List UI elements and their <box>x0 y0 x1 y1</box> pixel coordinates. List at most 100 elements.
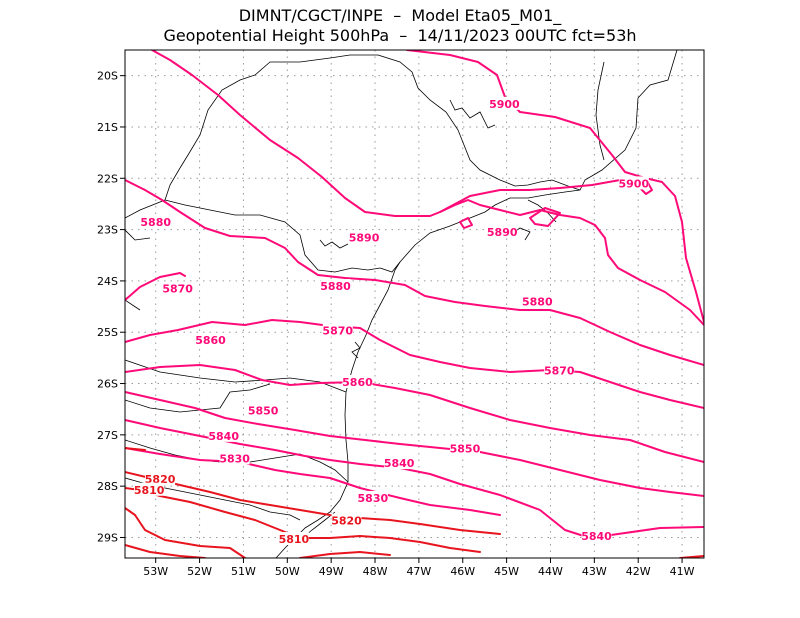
contour-label-bg <box>342 374 373 388</box>
contour-5810-lower <box>125 507 246 558</box>
contour-label-bg <box>248 403 279 417</box>
tick-label-lon: 49W <box>319 565 344 578</box>
state-border-sc-arg <box>125 383 271 413</box>
plot-frame <box>124 49 705 559</box>
contour-label: 5850 <box>450 443 481 456</box>
chart-title-line-1: DIMNT/CGCT/INPE – Model Eta05_M01_ <box>238 6 562 25</box>
contour-label-bg <box>618 176 649 190</box>
contour-label-bg <box>134 482 165 496</box>
contour-label-bg <box>162 281 193 295</box>
state-border-pr-py <box>125 229 151 241</box>
contour-5830-red <box>125 447 146 451</box>
contour-label: 5820 <box>145 473 176 486</box>
gridlines <box>125 50 704 558</box>
contour-label: 5870 <box>162 283 193 296</box>
contour-label: 5900 <box>619 177 650 190</box>
contour-label: 5840 <box>384 457 415 470</box>
contour-label-bg <box>331 513 362 527</box>
tick-label-lon: 47W <box>406 565 431 578</box>
tick-label-lon: 45W <box>494 565 519 578</box>
contour-label-bg <box>145 471 176 485</box>
contour-label-bg <box>384 456 415 470</box>
tick-label-lon: 42W <box>626 565 651 578</box>
state-border-ms-pr <box>125 199 166 219</box>
tick-label-lat: 20S <box>97 70 118 83</box>
contour-5850 <box>125 391 704 497</box>
tick-label-lon: 50W <box>275 565 300 578</box>
contour-label-bg <box>581 528 612 542</box>
contour-label: 5870 <box>544 365 575 378</box>
contour-5820 <box>125 471 501 535</box>
tick-label-lat: 22S <box>97 172 118 185</box>
contour-5800-east <box>299 551 391 558</box>
contour-label-bg <box>357 490 388 504</box>
contour-label-bg <box>208 428 239 442</box>
tick-label-lat: 29S <box>97 531 118 544</box>
contour-5830 <box>125 447 501 516</box>
contour-label: 5880 <box>522 295 553 308</box>
contour-5890-island-1 <box>459 217 473 229</box>
contour-5890-coastal <box>439 199 704 326</box>
contour-label: 5810 <box>134 484 165 497</box>
tick-label-lat: 21S <box>97 121 118 134</box>
state-border-mg-es <box>595 61 605 161</box>
tick-label-lon: 44W <box>538 565 563 578</box>
contour-label-bg <box>140 214 171 228</box>
contour-label: 5870 <box>322 325 353 338</box>
tick-label-lon: 41W <box>670 565 695 578</box>
contour-5870 <box>125 272 186 301</box>
tick-label-lat: 26S <box>97 378 118 391</box>
contour-label: 5840 <box>208 430 239 443</box>
reservoir-2 <box>319 239 349 249</box>
state-border-sc-rs <box>125 439 349 483</box>
contour-5900-north <box>406 50 704 323</box>
contour-label-bg <box>487 225 518 239</box>
contour-label-bg <box>320 279 351 293</box>
state-border-pr-arg <box>125 299 141 311</box>
state-border-sp-ms <box>164 167 181 201</box>
contour-label-bg <box>349 230 380 244</box>
state-border-pr-sp <box>164 199 401 273</box>
tick-label-lon: 52W <box>187 565 212 578</box>
contour-label: 5820 <box>331 515 362 528</box>
contour-label-bg <box>278 532 309 546</box>
state-border-mg-sp <box>179 54 516 187</box>
contour-5880 <box>125 179 704 366</box>
tick-label-lat: 24S <box>97 275 118 288</box>
contour-label: 5860 <box>195 334 226 347</box>
contour-5860 <box>125 364 704 463</box>
tick-label-lon: 46W <box>450 565 475 578</box>
contour-label-bg <box>449 441 480 455</box>
contour-label: 5890 <box>349 231 380 244</box>
contour-label: 5830 <box>219 452 250 465</box>
state-border-pr-sc <box>125 359 347 393</box>
tick-label-lat: 27S <box>97 429 118 442</box>
contour-label: 5890 <box>487 226 518 239</box>
tick-label-lat: 25S <box>97 326 118 339</box>
contour-label: 5830 <box>358 492 389 505</box>
contour-5800 <box>125 544 206 558</box>
contour-label: 5900 <box>489 98 520 111</box>
contour-label-bg <box>489 96 520 110</box>
contour-label-bg <box>544 363 575 377</box>
paranagua-bay <box>351 341 361 359</box>
contour-5870-main <box>125 319 704 409</box>
contour-5890-north <box>151 50 641 217</box>
contour-5890-island-2 <box>529 207 561 227</box>
tick-label-lon: 53W <box>143 565 168 578</box>
tick-label-lat: 23S <box>97 224 118 237</box>
contour-label: 5840 <box>581 530 612 543</box>
chart-title-line-2: Geopotential Height 500hPa – 14/11/2023 … <box>163 26 637 45</box>
contour-label-bg <box>219 451 250 465</box>
contour-label-bg <box>522 294 553 308</box>
contour-label: 5810 <box>279 533 310 546</box>
contour-label: 5860 <box>342 376 373 389</box>
contour-label: 5880 <box>140 216 171 229</box>
contour-label: 5880 <box>320 280 351 293</box>
contour-label-bg <box>322 323 353 337</box>
tick-label-lon: 51W <box>231 565 256 578</box>
tick-label-lat: 28S <box>97 480 118 493</box>
reservoir-1 <box>449 99 496 129</box>
tick-label-lon: 43W <box>582 565 607 578</box>
